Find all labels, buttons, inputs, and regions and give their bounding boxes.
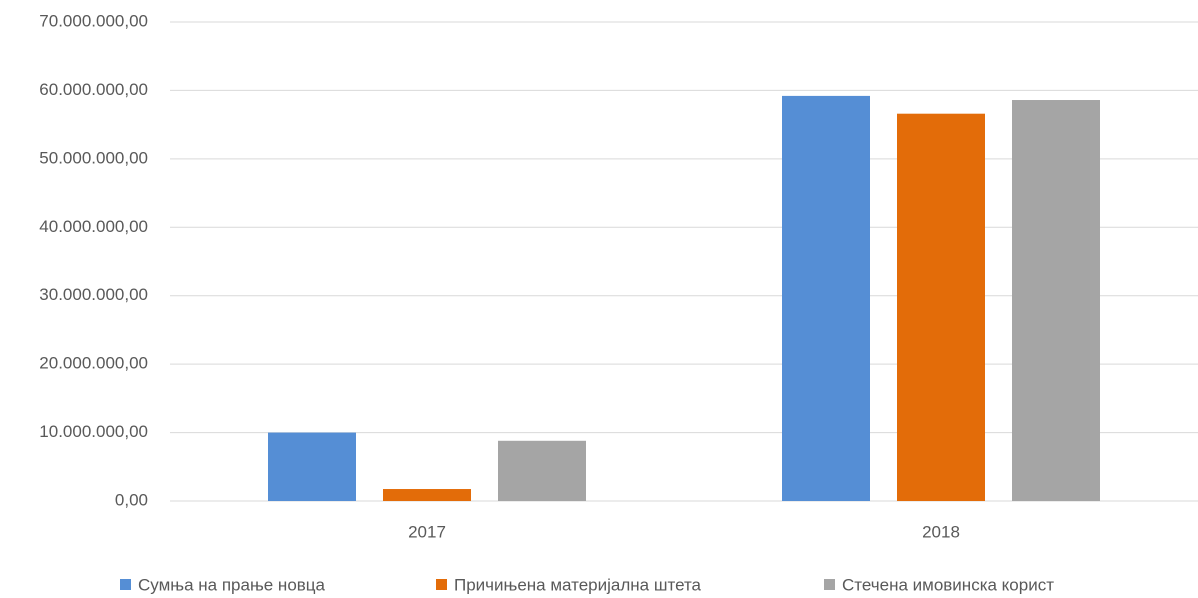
bar bbox=[897, 113, 985, 502]
bar bbox=[782, 95, 870, 501]
bar bbox=[383, 489, 471, 501]
y-tick-label: 60.000.000,00 bbox=[39, 80, 148, 99]
x-tick-label: 2018 bbox=[922, 522, 960, 541]
bar bbox=[268, 432, 356, 501]
y-tick-label: 40.000.000,00 bbox=[39, 217, 148, 236]
y-tick-label: 70.000.000,00 bbox=[39, 11, 148, 30]
y-tick-label: 10.000.000,00 bbox=[39, 422, 148, 441]
x-tick-label: 2017 bbox=[408, 522, 446, 541]
legend-swatch bbox=[824, 579, 835, 590]
legend-swatch bbox=[436, 579, 447, 590]
legend-label: Причињена материјална штета bbox=[454, 575, 702, 594]
legend-label: Сумња на прање новца bbox=[138, 575, 326, 594]
legend-label: Стечена имовинска корист bbox=[842, 575, 1054, 594]
bar bbox=[1012, 100, 1100, 501]
y-tick-label: 50.000.000,00 bbox=[39, 148, 148, 167]
y-tick-label: 0,00 bbox=[115, 490, 148, 509]
bar bbox=[498, 440, 586, 501]
legend-swatch bbox=[120, 579, 131, 590]
y-tick-label: 20.000.000,00 bbox=[39, 354, 148, 373]
y-tick-label: 30.000.000,00 bbox=[39, 285, 148, 304]
